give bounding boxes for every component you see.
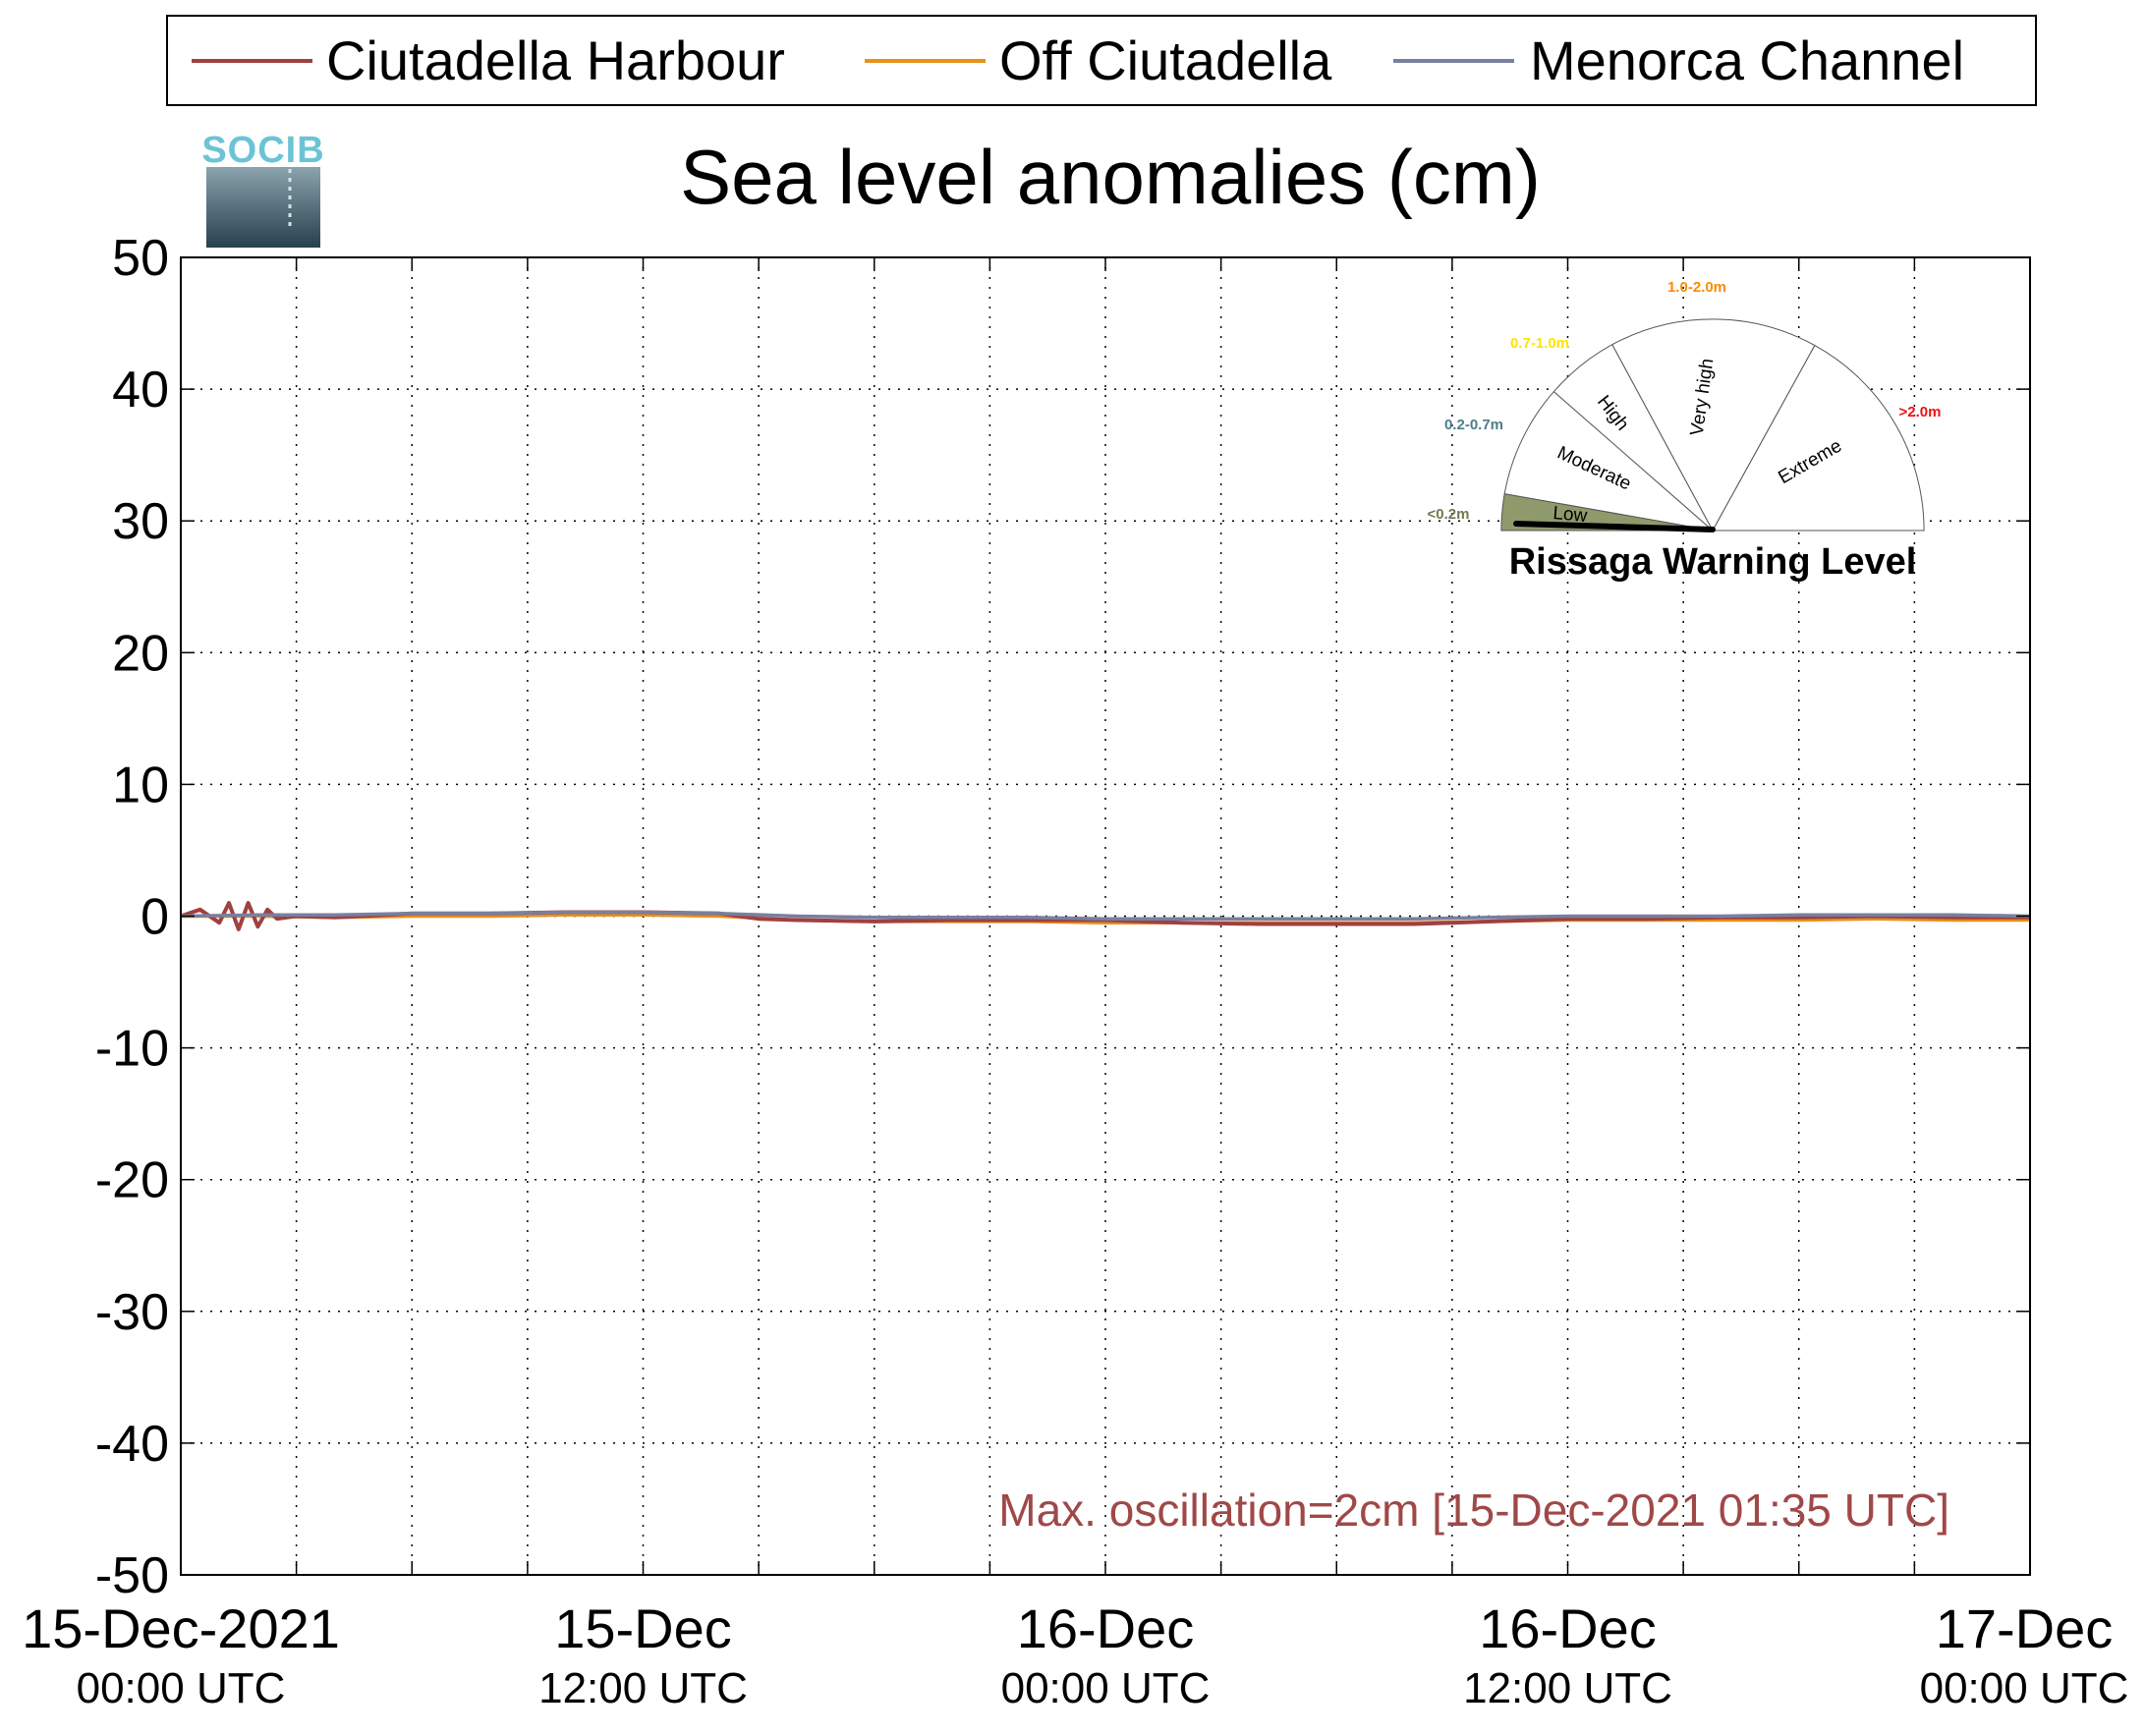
legend-box [166, 15, 2037, 106]
gauge-sector-very-high [1611, 318, 1816, 532]
socib-logo-block [206, 167, 320, 248]
series-line-ciutadella-harbour [180, 901, 2030, 931]
gauge-label-low: Low [1552, 503, 1589, 527]
gauge-sector-extreme [1712, 344, 1925, 532]
gauge-range-very-high: 1.0-2.0m [1667, 279, 1726, 296]
gauge-range-extreme: >2.0m [1899, 404, 1942, 420]
y-tick-label: 20 [112, 625, 169, 682]
socib-logo: SOCIB [201, 130, 324, 248]
gauge-range-low: <0.2m [1428, 506, 1470, 523]
legend: Ciutadella Harbour Off Ciutadella Menorc… [166, 15, 2037, 106]
y-tick-label: 0 [141, 889, 169, 946]
y-tick-label: -30 [95, 1284, 169, 1341]
x-tick-label-time: 12:00 UTC [538, 1664, 748, 1712]
x-tick-label-date: 15-Dec [554, 1597, 732, 1659]
series-line-menorca-channel [180, 910, 2031, 921]
x-tick-label-date: 16-Dec [1479, 1597, 1657, 1659]
x-tick-label-time: 12:00 UTC [1463, 1664, 1672, 1712]
gauge-needle [1513, 521, 1716, 532]
x-tick-label-date: 17-Dec [1936, 1597, 2114, 1659]
x-tick-label-date: 16-Dec [1017, 1597, 1195, 1659]
socib-logo-text: SOCIB [201, 130, 324, 171]
gauge-range-high: 0.7-1.0m [1510, 335, 1569, 352]
y-tick-label: -50 [95, 1547, 169, 1604]
gauge-range-moderate: 0.2-0.7m [1444, 417, 1503, 433]
legend-label-ciutadella-harbour: Ciutadella Harbour [326, 29, 785, 91]
y-tick-label: -20 [95, 1152, 169, 1209]
legend-label-off-ciutadella: Off Ciutadella [999, 29, 1332, 91]
y-tick-label: 50 [112, 230, 169, 287]
y-tick-label: -10 [95, 1021, 169, 1078]
x-tick-label-time: 00:00 UTC [1001, 1664, 1211, 1712]
x-tick-labels: 15-Dec-2021 00:00 UTC 15-Dec 12:00 UTC 16-De… [22, 1597, 2128, 1712]
y-tick-label: 30 [112, 493, 169, 550]
series-lines [180, 901, 2031, 931]
y-tick-label: 10 [112, 756, 169, 813]
y-tick-label: 40 [112, 362, 169, 419]
gauge-sector-moderate [1503, 390, 1715, 532]
x-tick-label-date: 15-Dec-2021 [22, 1597, 340, 1659]
y-tick-labels: 50 40 30 20 10 0 -10 -20 -30 -40 -50 [95, 230, 169, 1604]
series-line-off-ciutadella [181, 913, 2030, 924]
x-tick-label-time: 00:00 UTC [77, 1664, 286, 1712]
x-tick-label-time: 00:00 UTC [1920, 1664, 2129, 1712]
max-oscillation-annotation: Max. oscillation=2cm [15-Dec-2021 01:35 … [998, 1484, 1949, 1536]
legend-label-menorca-channel: Menorca Channel [1530, 29, 1964, 91]
gauge-title: Rissaga Warning Level [1509, 541, 1917, 583]
axis-ticks [180, 256, 2031, 1576]
y-tick-label: -40 [95, 1416, 169, 1473]
rissaga-gauge: Low Moderate High Very high Extreme <0.2… [1428, 279, 1942, 583]
chart-title: Sea level anomalies (cm) [680, 134, 1541, 220]
